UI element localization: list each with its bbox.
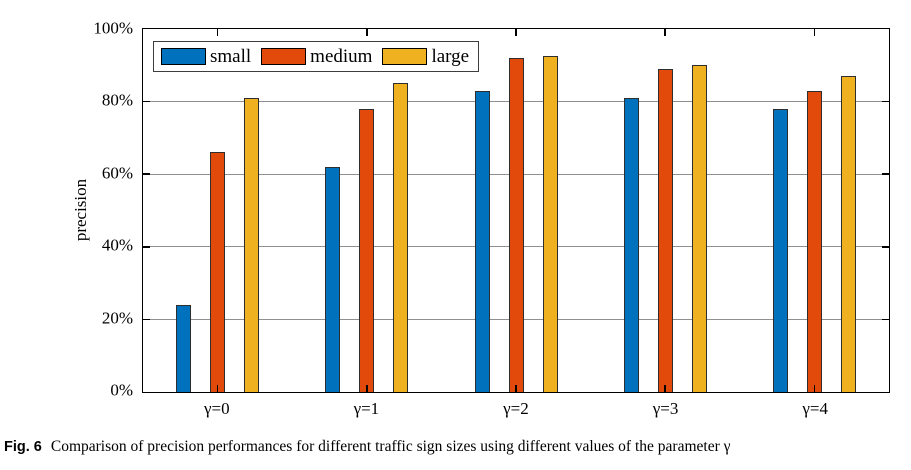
bar-small [474, 90, 490, 392]
y-axis-tick [143, 246, 150, 248]
plot-area: small medium large [142, 28, 890, 393]
y-axis-tick [143, 173, 150, 175]
x-axis-tick [664, 29, 666, 36]
legend-label: medium [310, 46, 373, 67]
bar-small [325, 166, 341, 392]
legend-label: small [210, 46, 252, 67]
y-tick-label: 40% [101, 235, 133, 255]
legend-swatch-medium [261, 48, 307, 65]
y-axis-tick [882, 173, 889, 175]
legend-item-large: large [382, 47, 470, 66]
y-tick-label: 60% [101, 163, 133, 183]
x-tick-label: γ=1 [353, 399, 380, 418]
x-tick-label: γ=0 [203, 399, 230, 418]
bar-small [772, 108, 788, 392]
bar-large [393, 83, 409, 392]
x-axis-tick [515, 29, 517, 36]
legend: small medium large [153, 41, 480, 72]
bar-small [176, 304, 192, 392]
bar-large [840, 76, 856, 392]
legend-item-small: small [161, 47, 261, 66]
x-tick-label: γ=2 [503, 399, 529, 418]
legend-swatch-small [161, 48, 206, 65]
x-axis-tick [216, 29, 219, 36]
y-axis-tick-labels: 0% 20% 40% 60% 80% 100% [0, 20, 133, 399]
x-axis-tick [216, 385, 219, 392]
legend-label: large [431, 46, 470, 67]
bar-medium [359, 108, 375, 392]
x-axis-tick [366, 385, 368, 392]
y-tick-label: 80% [101, 90, 133, 110]
x-axis-tick [813, 385, 816, 392]
bar-large [244, 97, 260, 392]
y-axis-tick [882, 100, 889, 103]
y-tick-label: 100% [93, 18, 133, 38]
x-tick-label: γ=4 [802, 399, 828, 418]
y-tick-label: 20% [101, 308, 133, 328]
y-axis-tick [143, 100, 150, 103]
bar-medium [508, 58, 524, 392]
y-axis-tick [882, 246, 889, 248]
bar-large [691, 65, 707, 392]
figure-caption: Fig. 6 Comparison of precision performanc… [4, 437, 907, 456]
bar-large [542, 56, 558, 392]
x-axis-tick [366, 29, 368, 36]
legend-swatch-large [382, 48, 428, 65]
figure-caption-label: Fig. 6 [4, 439, 42, 455]
figure-caption-text: Comparison of precision performances for… [50, 438, 731, 455]
y-axis-tick [882, 318, 889, 321]
x-tick-label: γ=3 [652, 399, 679, 418]
bar-medium [806, 90, 822, 392]
y-tick-label: 0% [110, 380, 133, 400]
bar-small [623, 97, 639, 392]
y-axis-tick [143, 318, 150, 321]
bar-medium [210, 152, 226, 392]
x-axis-tick [664, 385, 666, 392]
x-axis-tick [813, 29, 816, 36]
x-axis-tick-labels: γ=0 γ=1 γ=2 γ=3 γ=4 [142, 399, 890, 419]
legend-item-medium: medium [261, 47, 382, 66]
x-axis-tick [515, 385, 517, 392]
bar-medium [657, 68, 673, 392]
